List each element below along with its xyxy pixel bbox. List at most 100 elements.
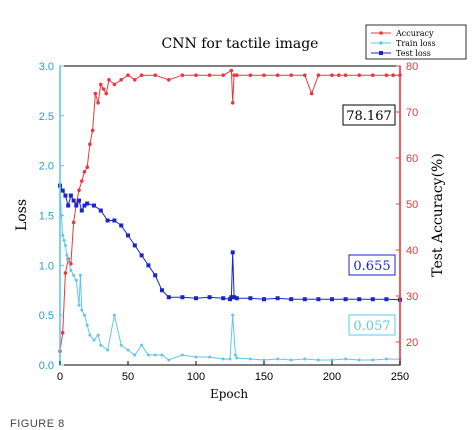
test-loss-point — [60, 188, 65, 193]
x-tick-label: 100 — [187, 371, 205, 383]
series-layer — [58, 68, 402, 362]
test-loss-point — [105, 218, 110, 223]
accuracy-point — [207, 73, 212, 77]
train-loss-point — [106, 348, 110, 352]
chart-title: CNN for tactile image — [162, 36, 319, 52]
accuracy-point — [316, 73, 321, 77]
test-loss-point — [71, 198, 76, 203]
train-loss-point — [194, 355, 198, 359]
train-loss-point — [316, 358, 320, 362]
accuracy-point — [232, 73, 236, 77]
train-loss-point — [65, 253, 69, 257]
test-loss-point — [126, 233, 130, 238]
test-loss-point — [85, 201, 90, 206]
x-tick-label: 0 — [57, 371, 63, 383]
accuracy-point — [77, 188, 81, 192]
train-loss-point — [112, 313, 116, 317]
train-loss-point — [77, 303, 81, 307]
legend-entry-label: Test loss — [396, 49, 431, 58]
accuracy-point — [69, 262, 73, 266]
test-loss-point — [289, 297, 294, 302]
test-loss-point — [232, 295, 237, 300]
train-loss-point — [262, 358, 266, 362]
train-loss-point — [119, 343, 123, 347]
test-loss-point — [166, 295, 171, 300]
test-loss-point — [370, 297, 375, 302]
train-loss-point — [96, 333, 100, 337]
test-loss-point — [63, 193, 68, 198]
train-loss-point — [289, 358, 293, 362]
train-loss-point — [146, 353, 150, 357]
test-loss-point — [98, 208, 103, 213]
y-right-tick-label: 80 — [406, 61, 418, 73]
axis-layer: 0 50 100 150 200 250 0.0 0.5 1.0 1.5 2.0 2.5 3.0 20 30… — [39, 61, 419, 383]
train-loss-point — [61, 233, 65, 237]
test-loss-point — [66, 203, 71, 208]
y-left-tick-label: 1.5 — [39, 211, 54, 223]
y-left-tick-label: 2.0 — [39, 161, 54, 173]
train-loss-point — [248, 357, 252, 361]
train-loss-point — [208, 355, 212, 359]
accuracy-point — [235, 73, 239, 77]
train-loss-point — [160, 353, 164, 357]
test-loss-point — [302, 297, 307, 302]
legend-swatch-marker — [379, 51, 383, 55]
legend-swatch-marker — [379, 41, 383, 45]
test-loss-point — [153, 273, 158, 278]
train-loss-point — [63, 243, 67, 247]
accuracy-point — [112, 82, 117, 87]
test-loss-series-line — [59, 185, 401, 301]
train-loss-point — [88, 333, 92, 337]
test-loss-point — [74, 203, 79, 208]
train-loss-point — [276, 357, 280, 361]
accuracy-point — [119, 78, 123, 82]
test-loss-point — [132, 243, 137, 248]
test-loss-point — [384, 297, 389, 302]
accuracy-point — [79, 179, 84, 183]
accuracy-point — [194, 73, 198, 77]
test-loss-point — [330, 297, 334, 302]
train-loss-point — [99, 343, 103, 347]
test-loss-point — [77, 198, 82, 203]
accuracy-point — [384, 73, 389, 77]
train-loss-point — [140, 343, 144, 347]
legend-entry-label: Train loss — [396, 39, 436, 48]
test-loss-point — [180, 295, 185, 300]
accuracy-point — [337, 73, 341, 77]
x-tick-label: 200 — [323, 371, 341, 383]
y-left-tick-label: 0.0 — [39, 360, 54, 372]
y-right-tick-label: 50 — [406, 199, 418, 211]
train-loss-point — [371, 358, 375, 362]
accuracy-point — [343, 73, 348, 77]
accuracy-point — [230, 101, 235, 105]
y-right-tick-label: 30 — [406, 291, 418, 303]
x-axis-label: Epoch — [210, 387, 248, 401]
test-loss-point — [146, 263, 151, 268]
accuracy-point — [60, 331, 65, 335]
accuracy-point — [93, 91, 98, 96]
train-loss-point — [92, 338, 96, 342]
test-loss-point — [262, 297, 266, 302]
accuracy-point — [88, 142, 92, 146]
train-loss-point — [153, 353, 157, 357]
train-loss-point — [72, 273, 76, 277]
chart: 0 50 100 150 200 250 0.0 0.5 1.0 1.5 2.0 2.5 3.0 20 30… — [14, 24, 467, 401]
y-right-tick-label: 70 — [406, 107, 418, 119]
train-loss-point — [180, 353, 184, 357]
accuracy-point — [104, 91, 109, 96]
x-tick-label: 50 — [122, 371, 134, 383]
value-callout-label: 0.057 — [353, 319, 390, 334]
y-right-tick-label: 60 — [406, 153, 418, 165]
y-right-tick-label: 20 — [406, 337, 418, 349]
test-loss-point — [139, 253, 144, 258]
test-loss-point — [92, 203, 96, 208]
test-loss-point — [229, 295, 234, 300]
y-left-tick-label: 2.5 — [39, 111, 54, 123]
value-callout-box — [348, 314, 396, 336]
accuracy-point — [371, 73, 375, 77]
train-loss-point — [330, 358, 334, 362]
accuracy-point — [391, 73, 396, 77]
y-axis-label-left: Loss — [14, 199, 30, 231]
x-tick-label: 250 — [391, 371, 409, 383]
